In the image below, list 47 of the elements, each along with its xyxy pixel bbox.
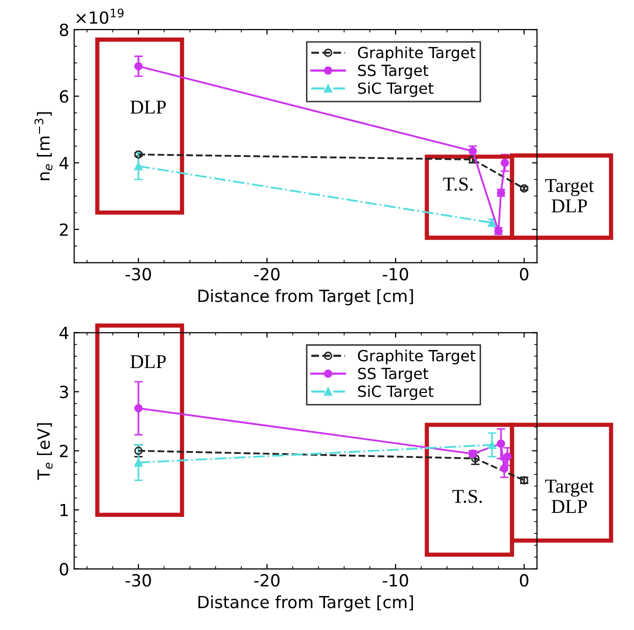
x-axis-title: Distance from Target [cm] <box>198 595 413 612</box>
point <box>134 62 143 70</box>
point <box>488 440 496 450</box>
annotation: DLP <box>130 100 166 114</box>
x-tick-label: -30 <box>126 268 151 280</box>
y-tick-label: 3 <box>60 386 68 398</box>
x-tick-label: -10 <box>382 268 408 280</box>
point <box>471 454 480 463</box>
x-tick-label: -10 <box>382 574 408 587</box>
legend-label: SiC Target <box>358 385 434 400</box>
x-axis-title: Distance from Target [cm] <box>198 289 413 306</box>
x-tick-label: -20 <box>254 574 280 587</box>
annotation: T.S. <box>443 178 473 191</box>
y-tick-label: 4 <box>60 156 68 170</box>
point <box>134 458 143 467</box>
text: Target DLP <box>545 480 594 513</box>
point <box>134 446 143 455</box>
x-tick-label: 0 <box>520 574 528 587</box>
x-tick-label: -30 <box>126 574 151 587</box>
y-axis-title: n$_{e}$ [m$^{−3}$] <box>34 112 52 180</box>
legend-label: SS Target <box>358 368 428 382</box>
point <box>496 440 506 448</box>
y-tick-label: 1 <box>60 504 68 516</box>
point <box>520 184 528 193</box>
point <box>500 464 508 473</box>
y-tick-label: 4 <box>60 326 68 339</box>
y-tick-label: 6 <box>60 90 68 103</box>
y-tick-label: 8 <box>60 24 68 36</box>
point <box>134 150 143 159</box>
y-tick-label: 0 <box>60 562 68 576</box>
y-axis-title: T$_{e}$ [eV] <box>37 423 53 480</box>
annotation: DLP <box>130 355 166 368</box>
y-tick-label: 2 <box>60 444 68 458</box>
point <box>503 452 512 461</box>
point <box>134 404 143 412</box>
annotation: T.S. <box>452 490 482 503</box>
legend-label: SiC Target <box>358 82 434 97</box>
text: ×10$^{19}$ <box>76 8 124 24</box>
legend-label: Graphite Target <box>358 350 476 364</box>
legend-label: Graphite Target <box>358 46 476 62</box>
point <box>500 158 510 167</box>
x-tick-label: 0 <box>520 268 528 280</box>
point <box>134 162 143 170</box>
x-tick-label: -20 <box>254 268 280 280</box>
y-tick-label: 2 <box>60 223 68 236</box>
text: Target DLP <box>545 179 594 212</box>
legend-label: SS Target <box>358 64 428 80</box>
